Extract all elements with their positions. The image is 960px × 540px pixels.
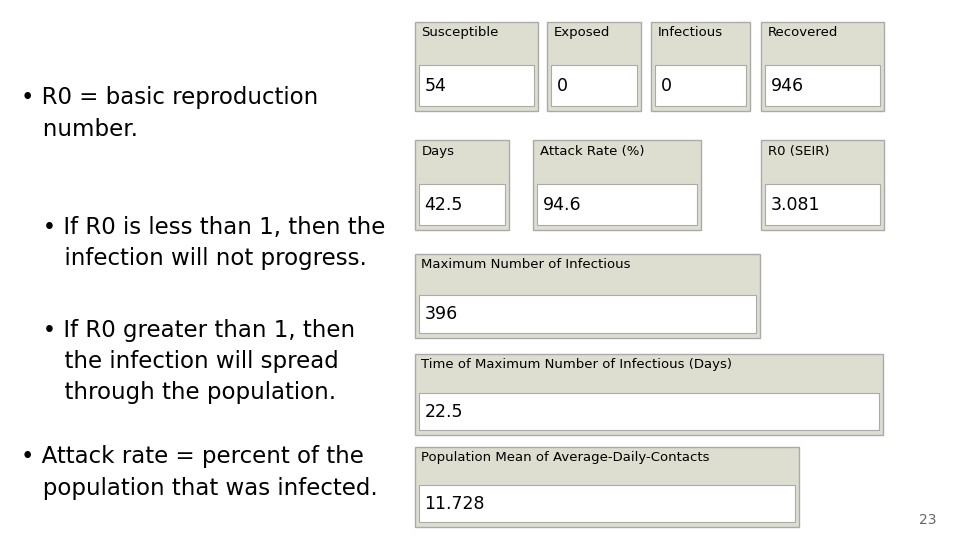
FancyBboxPatch shape [415,354,883,435]
Text: 0: 0 [557,77,567,95]
Text: 946: 946 [771,77,804,95]
Text: 11.728: 11.728 [424,495,485,513]
Text: Infectious: Infectious [658,26,723,39]
Text: Attack Rate (%): Attack Rate (%) [540,145,644,158]
FancyBboxPatch shape [761,22,884,111]
FancyBboxPatch shape [415,254,760,338]
Text: • R0 = basic reproduction
   number.: • R0 = basic reproduction number. [21,86,319,140]
Text: • Attack rate = percent of the
   population that was infected.: • Attack rate = percent of the populatio… [21,446,378,500]
FancyBboxPatch shape [419,65,534,106]
FancyBboxPatch shape [761,140,884,230]
Text: Days: Days [421,145,454,158]
FancyBboxPatch shape [415,140,509,230]
Text: 42.5: 42.5 [424,195,463,214]
FancyBboxPatch shape [765,65,880,106]
FancyBboxPatch shape [533,140,701,230]
Text: Exposed: Exposed [554,26,611,39]
FancyBboxPatch shape [419,485,795,522]
Text: 94.6: 94.6 [542,195,581,214]
Text: 23: 23 [919,512,936,526]
Text: Maximum Number of Infectious: Maximum Number of Infectious [421,258,631,271]
FancyBboxPatch shape [537,184,697,225]
FancyBboxPatch shape [765,184,880,225]
FancyBboxPatch shape [419,184,505,225]
Text: Time of Maximum Number of Infectious (Days): Time of Maximum Number of Infectious (Da… [421,358,732,371]
Text: Recovered: Recovered [768,26,838,39]
FancyBboxPatch shape [415,22,538,111]
Text: 54: 54 [424,77,446,95]
Text: 3.081: 3.081 [771,195,821,214]
FancyBboxPatch shape [655,65,746,106]
Text: • If R0 is less than 1, then the
      infection will not progress.: • If R0 is less than 1, then the infecti… [21,216,386,270]
FancyBboxPatch shape [551,65,637,106]
Text: 22.5: 22.5 [424,403,463,421]
Text: R0 (SEIR): R0 (SEIR) [768,145,829,158]
Text: 396: 396 [424,305,458,323]
Text: • If R0 greater than 1, then
      the infection will spread
      through the p: • If R0 greater than 1, then the infecti… [21,319,355,404]
FancyBboxPatch shape [415,447,799,526]
FancyBboxPatch shape [651,22,750,111]
FancyBboxPatch shape [547,22,641,111]
FancyBboxPatch shape [419,295,756,333]
Text: Population Mean of Average-Daily-Contacts: Population Mean of Average-Daily-Contact… [421,451,710,464]
Text: Susceptible: Susceptible [421,26,499,39]
Text: 0: 0 [660,77,671,95]
FancyBboxPatch shape [419,393,879,430]
